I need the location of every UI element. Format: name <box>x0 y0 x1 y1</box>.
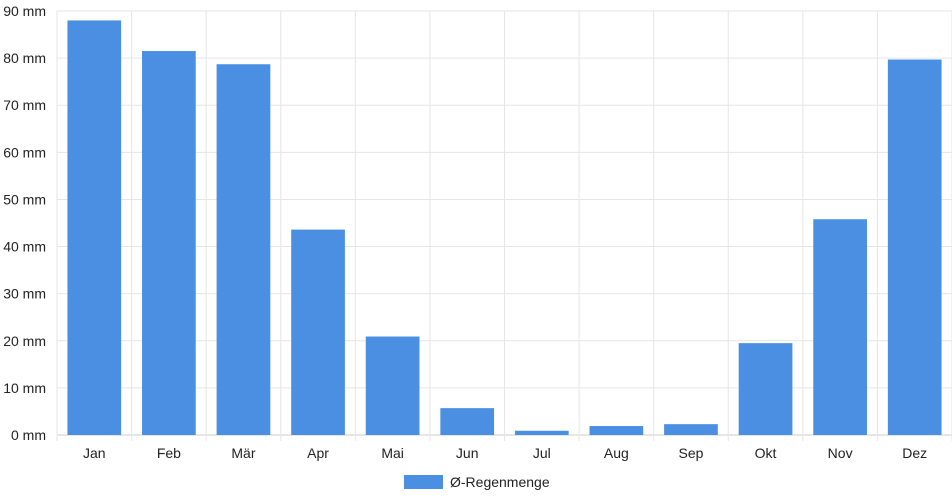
y-axis-tick-labels: 0 mm 10 mm 20 mm 30 mm 40 mm 50 mm 60 mm 70 mm 8… <box>3 3 46 443</box>
bar-sep[interactable] <box>664 424 718 435</box>
bars-layer <box>67 20 942 436</box>
bar-jan[interactable] <box>67 20 122 436</box>
x-tick-label: Mär <box>231 445 255 461</box>
x-tick-label: Dez <box>902 445 927 461</box>
bar-feb[interactable] <box>142 51 196 436</box>
bar-dez[interactable] <box>887 59 942 435</box>
bar-aug[interactable] <box>589 426 644 435</box>
x-tick-label: Aug <box>604 445 629 461</box>
x-tick-label: Jan <box>83 445 106 461</box>
x-tick-label: Jul <box>533 445 551 461</box>
x-tick-label: Feb <box>157 445 181 461</box>
y-tick-label: 20 mm <box>3 333 46 349</box>
legend[interactable]: Ø-Regenmenge <box>404 474 550 490</box>
y-tick-label: 90 mm <box>3 3 46 19</box>
y-tick-label: 0 mm <box>11 427 46 443</box>
y-tick-label: 30 mm <box>3 286 46 302</box>
y-tick-label: 80 mm <box>3 50 46 66</box>
x-axis-tick-labels: Jan Feb Mär Apr Mai Jun Jul Aug Sep Okt Nov Dez <box>83 445 927 461</box>
bar-apr[interactable] <box>291 229 345 435</box>
bar-mär[interactable] <box>216 64 271 435</box>
y-tick-label: 50 mm <box>3 191 46 207</box>
x-tick-label: Apr <box>307 445 329 461</box>
bar-nov[interactable] <box>813 219 867 435</box>
x-tick-label: Sep <box>678 445 703 461</box>
grid-layer <box>56 10 952 441</box>
y-tick-label: 10 mm <box>3 380 46 396</box>
x-tick-label: Nov <box>828 445 853 461</box>
bar-jul[interactable] <box>514 430 569 435</box>
y-tick-label: 70 mm <box>3 97 46 113</box>
y-tick-label: 40 mm <box>3 239 46 255</box>
x-tick-label: Jun <box>456 445 479 461</box>
legend-swatch[interactable] <box>404 475 443 489</box>
y-tick-label: 60 mm <box>3 144 46 160</box>
x-tick-label: Mai <box>381 445 404 461</box>
bar-jun[interactable] <box>440 408 495 435</box>
bar-okt[interactable] <box>738 343 793 435</box>
legend-label[interactable]: Ø-Regenmenge <box>450 474 550 490</box>
bar-mai[interactable] <box>365 336 420 435</box>
x-tick-label: Okt <box>755 445 777 461</box>
